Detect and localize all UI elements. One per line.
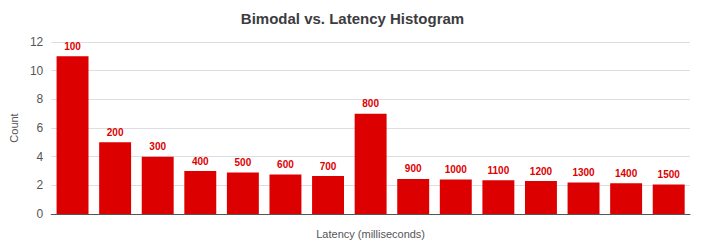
svg-text:200: 200 [107,127,124,138]
svg-text:8: 8 [37,92,44,106]
svg-text:600: 600 [277,159,294,170]
svg-text:6: 6 [37,121,44,135]
svg-text:4: 4 [37,150,44,164]
svg-text:900: 900 [405,163,422,174]
svg-text:300: 300 [149,141,166,152]
svg-text:Bimodal vs. Latency Histogram: Bimodal vs. Latency Histogram [241,10,464,27]
svg-text:700: 700 [320,161,337,172]
svg-text:12: 12 [30,35,44,49]
svg-text:10: 10 [30,64,44,78]
svg-text:1000: 1000 [445,164,468,175]
svg-text:1300: 1300 [572,167,595,178]
svg-text:100: 100 [64,41,81,52]
svg-text:400: 400 [192,156,209,167]
svg-text:1200: 1200 [530,166,553,177]
svg-text:2: 2 [37,178,44,192]
svg-text:0: 0 [37,207,44,221]
svg-text:1400: 1400 [615,168,638,179]
svg-text:500: 500 [235,157,252,168]
svg-text:1500: 1500 [658,169,681,180]
svg-text:Latency (milliseconds): Latency (milliseconds) [316,228,425,240]
svg-text:Count: Count [8,113,20,142]
svg-text:1100: 1100 [488,165,510,176]
svg-text:800: 800 [362,98,379,109]
